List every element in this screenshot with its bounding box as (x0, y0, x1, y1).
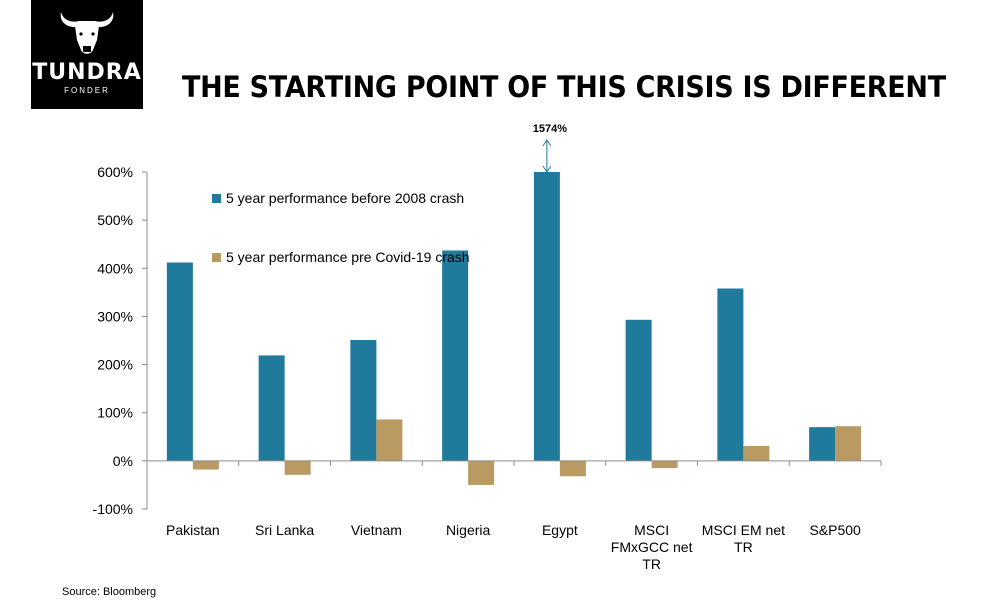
bar (442, 250, 469, 461)
bar (284, 460, 311, 475)
legend-label: 5 year performance pre Covid-19 crash (226, 249, 470, 265)
arrow-head-up (542, 139, 552, 147)
source-note: Source: Bloomberg (62, 586, 157, 598)
y-tick-label: 600% (97, 164, 133, 180)
category-label: Sri Lanka (255, 522, 314, 538)
page-title: THE STARTING POINT OF THIS CRISIS IS DIF… (182, 70, 946, 104)
brand-subtitle: FONDER (64, 86, 110, 95)
legend-swatch (212, 253, 221, 262)
y-tick-label: 500% (97, 212, 133, 228)
y-tick-label: 0% (113, 453, 133, 469)
bar (743, 445, 770, 461)
y-tick-label: 400% (97, 260, 133, 276)
logo: TUNDRA FONDER (31, 0, 143, 109)
category-label: TR (734, 539, 753, 555)
bar (559, 460, 586, 477)
bar (166, 262, 193, 461)
category-label: Egypt (542, 522, 578, 538)
bull-head-icon (60, 12, 114, 54)
bar (533, 172, 560, 461)
bar (258, 355, 285, 461)
category-label: MSCI (634, 522, 669, 538)
legend-swatch (212, 194, 221, 203)
bar (625, 319, 652, 461)
category-label: MSCI EM net (702, 522, 785, 538)
bar (651, 460, 678, 469)
annotation-label: 1574% (533, 123, 567, 135)
legend-label: 5 year performance before 2008 crash (226, 190, 464, 206)
category-label: TR (642, 556, 661, 572)
bar (717, 288, 744, 461)
category-label: Pakistan (166, 522, 220, 538)
bar (809, 427, 836, 461)
bar (192, 460, 219, 470)
y-tick-label: 300% (97, 308, 133, 324)
bar (835, 426, 862, 461)
bar (468, 460, 495, 485)
category-label: S&P500 (809, 522, 861, 538)
y-tick-label: -100% (93, 501, 133, 517)
category-label: Nigeria (446, 522, 491, 538)
bar (350, 340, 377, 461)
y-tick-label: 200% (97, 357, 133, 373)
arrow-head-down (542, 165, 552, 173)
category-label: Vietnam (351, 522, 402, 538)
category-label: FMxGCC net (611, 539, 693, 555)
y-tick-label: 100% (97, 405, 133, 421)
brand-name: TUNDRA (32, 60, 142, 85)
bar (376, 419, 403, 461)
